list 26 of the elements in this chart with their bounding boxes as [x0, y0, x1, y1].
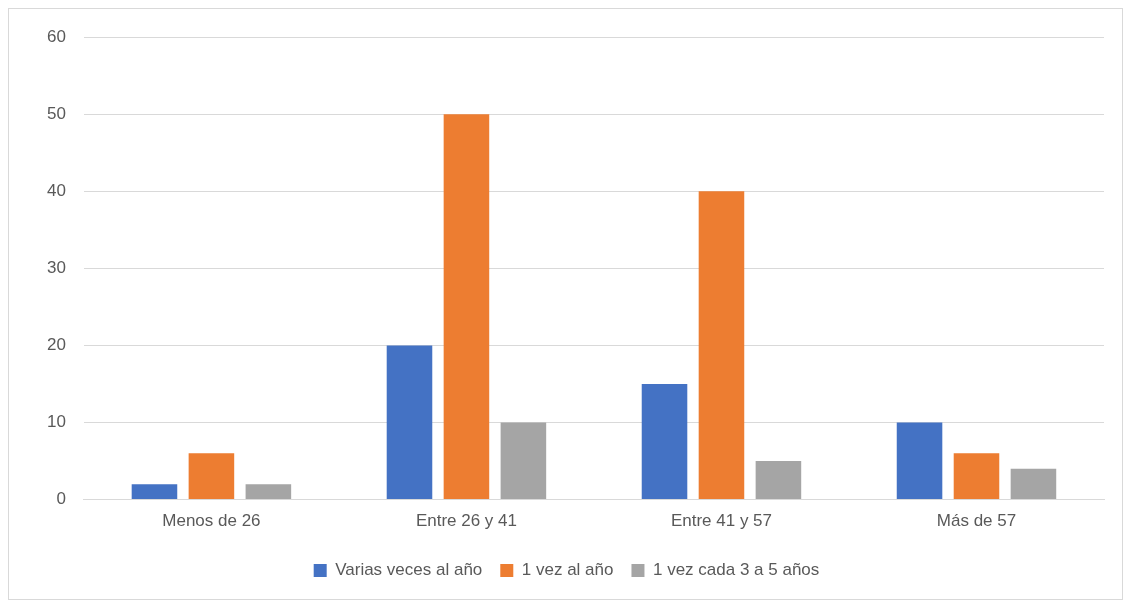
- y-tick-label: 10: [46, 412, 66, 432]
- bar: [896, 422, 943, 500]
- y-tick-label: 60: [46, 26, 66, 46]
- x-tick-label: Entre 41 y 57: [670, 511, 773, 531]
- x-tick-label: Más de 57: [936, 511, 1017, 531]
- bar: [188, 453, 235, 500]
- y-tick-label: 40: [46, 181, 66, 201]
- x-tick-label: Entre 26 y 41: [415, 511, 518, 531]
- bar: [245, 484, 292, 500]
- bar: [953, 453, 1000, 500]
- legend-label: 1 vez al año: [521, 560, 614, 580]
- legend-label: Varias veces al año: [335, 560, 483, 580]
- y-tick-label: 0: [56, 489, 66, 509]
- y-tick-label: 50: [46, 103, 66, 123]
- bar: [443, 114, 490, 500]
- y-tick-label: 30: [46, 258, 66, 278]
- bar: [386, 345, 433, 500]
- legend-label: 1 vez cada 3 a 5 años: [652, 560, 820, 580]
- x-tick-label: Menos de 26: [162, 511, 261, 531]
- bar: [131, 484, 178, 500]
- y-tick-label: 20: [46, 335, 66, 355]
- bar: [1010, 468, 1057, 500]
- bar: [500, 422, 547, 500]
- bar: [698, 191, 745, 500]
- bar: [755, 461, 802, 500]
- bar: [641, 384, 688, 500]
